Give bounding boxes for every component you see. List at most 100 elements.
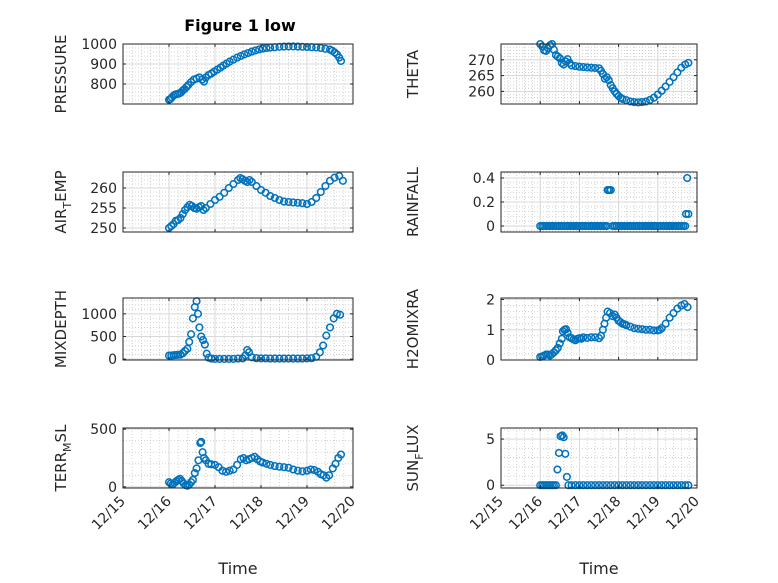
data-point (583, 63, 592, 72)
y-axis-label: AIRTEMP (52, 170, 74, 233)
data-point (284, 354, 293, 363)
y-tick-label: 1 (486, 323, 495, 339)
data-point (563, 328, 572, 337)
axes-frame (122, 297, 354, 361)
data-point (336, 56, 346, 66)
series-terr_msl (164, 437, 346, 490)
x-tick-label: 12/17 (181, 494, 221, 534)
y-tick-label: 2 (486, 293, 495, 309)
data-point (174, 215, 183, 225)
data-point (229, 179, 238, 189)
data-point (669, 73, 678, 82)
data-point (289, 42, 298, 51)
data-point (626, 322, 635, 331)
data-point (575, 62, 584, 71)
data-point (684, 58, 693, 67)
data-point (553, 52, 562, 61)
data-point (673, 481, 682, 490)
data-point (338, 176, 347, 185)
data-point (561, 449, 570, 458)
data-point (571, 481, 580, 490)
data-point (583, 333, 592, 342)
data-point (215, 192, 224, 201)
y-tick-label: 250 (90, 221, 117, 237)
data-point (266, 354, 275, 363)
data-point (575, 481, 584, 490)
data-point (638, 481, 647, 490)
data-point (245, 175, 254, 185)
data-point (683, 303, 692, 312)
y-tick-label: 800 (90, 77, 117, 93)
data-point (562, 472, 571, 481)
axes-frame (122, 427, 354, 489)
data-point (279, 197, 289, 206)
data-point (279, 463, 289, 472)
data-point (587, 63, 596, 72)
data-point (302, 466, 312, 475)
x-tick-label: 12/18 (227, 494, 267, 534)
y-axis-label: H2OMIXRA (404, 288, 422, 369)
x-tick-label: 12/19 (273, 494, 313, 534)
data-point (673, 68, 682, 77)
y-tick-label: 0 (108, 352, 117, 368)
data-point (669, 309, 678, 318)
data-point (258, 458, 267, 467)
data-point (583, 481, 592, 490)
subplot-mixdepth: 0 500 1000 MIXDEPTH (52, 290, 354, 368)
data-point (608, 312, 617, 321)
data-point (579, 481, 588, 490)
data-point (618, 481, 627, 490)
data-point (638, 325, 647, 334)
data-point (243, 177, 252, 187)
data-point (275, 195, 284, 205)
data-point (306, 465, 315, 474)
data-point (275, 462, 284, 471)
subplot-pressure: 800 900 1000 PRESSURE (52, 35, 354, 114)
x-tick-label: 12/20 (319, 494, 359, 534)
data-point (258, 44, 267, 53)
data-point (315, 348, 324, 357)
data-point (551, 481, 560, 490)
data-point (330, 48, 339, 57)
data-point (284, 463, 293, 472)
data-point (200, 340, 209, 349)
axes-frame (500, 427, 698, 489)
data-point (653, 481, 662, 490)
data-point (193, 309, 203, 318)
data-point (641, 97, 651, 106)
axes-frame (122, 171, 354, 233)
y-axis-label: SUNFLUX (404, 425, 426, 492)
data-point (665, 481, 674, 490)
data-point (604, 76, 613, 85)
data-point (594, 481, 604, 490)
y-tick-label: 0.4 (473, 171, 495, 187)
y-axis-label: PRESSURE (52, 35, 70, 114)
data-point (684, 209, 693, 219)
data-point (176, 213, 185, 223)
data-point (247, 47, 256, 56)
data-point (553, 465, 562, 474)
data-point (606, 185, 615, 195)
data-point (275, 354, 284, 363)
y-tick-label: 1000 (81, 307, 117, 323)
data-point (229, 354, 238, 363)
x-tick-label: 12/16 (506, 493, 546, 533)
data-point (225, 466, 234, 475)
data-point (178, 349, 187, 358)
data-point (606, 481, 615, 490)
data-point (195, 323, 204, 332)
y-tick-label: 0 (486, 219, 495, 235)
y-axis-label: THETA (404, 49, 422, 99)
data-point (325, 323, 335, 332)
data-point (289, 465, 298, 474)
x-tick-label: 12/17 (545, 494, 585, 534)
data-point (325, 471, 334, 480)
data-point (634, 98, 643, 107)
data-point (270, 462, 279, 471)
data-point (266, 191, 275, 201)
data-point (256, 354, 266, 363)
y-tick-label: 900 (90, 57, 117, 73)
y-tick-label: 260 (468, 84, 495, 100)
data-point (252, 354, 261, 363)
data-point (322, 331, 331, 340)
